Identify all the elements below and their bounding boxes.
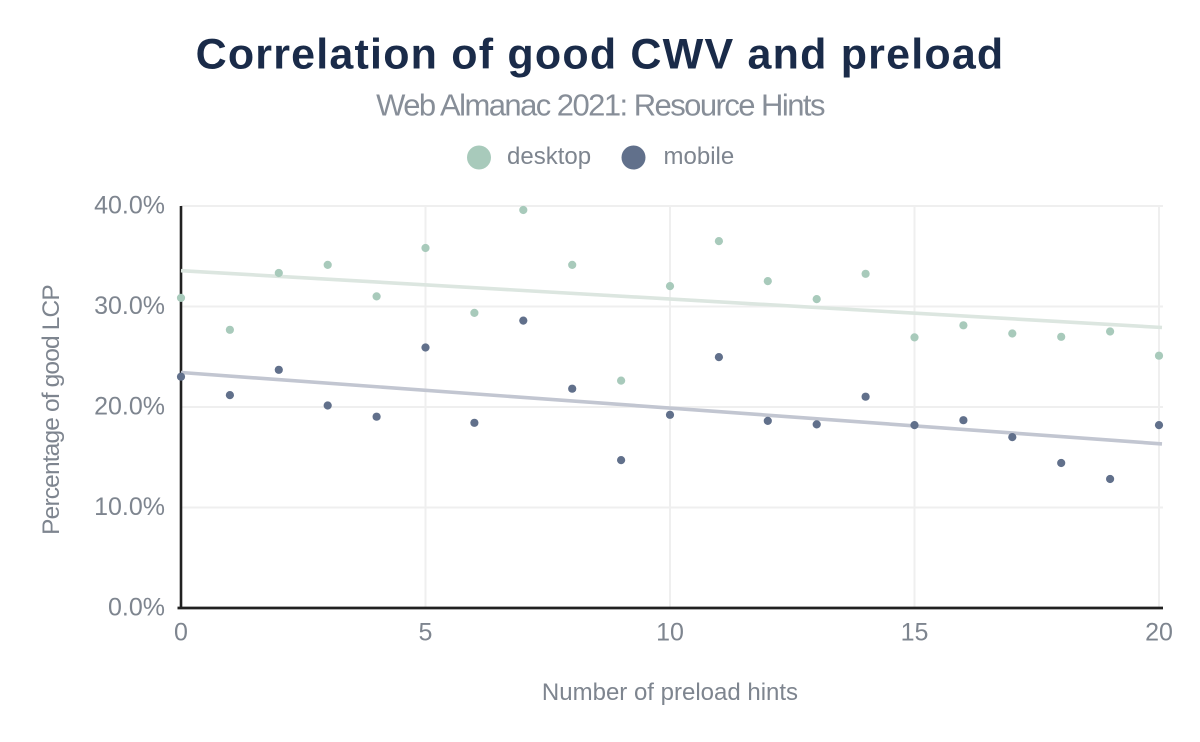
- svg-text:40.0%: 40.0%: [94, 191, 165, 219]
- svg-text:Percentage of good LCP: Percentage of good LCP: [38, 285, 65, 535]
- svg-text:0: 0: [174, 618, 188, 646]
- svg-text:15: 15: [901, 618, 929, 646]
- svg-text:30.0%: 30.0%: [94, 292, 165, 320]
- svg-text:Web Almanac 2021: Resource Hin: Web Almanac 2021: Resource Hints: [376, 87, 825, 122]
- svg-text:mobile: mobile: [664, 143, 735, 170]
- svg-text:0.0%: 0.0%: [108, 593, 165, 621]
- svg-text:10.0%: 10.0%: [94, 493, 165, 521]
- svg-text:5: 5: [419, 618, 433, 646]
- svg-text:20.0%: 20.0%: [94, 392, 165, 420]
- svg-text:20: 20: [1145, 618, 1173, 646]
- svg-text:10: 10: [656, 618, 684, 646]
- svg-text:Number of preload hints: Number of preload hints: [542, 679, 798, 706]
- svg-text:desktop: desktop: [507, 143, 591, 170]
- svg-text:Correlation of good CWV and pr: Correlation of good CWV and preload: [196, 31, 1005, 79]
